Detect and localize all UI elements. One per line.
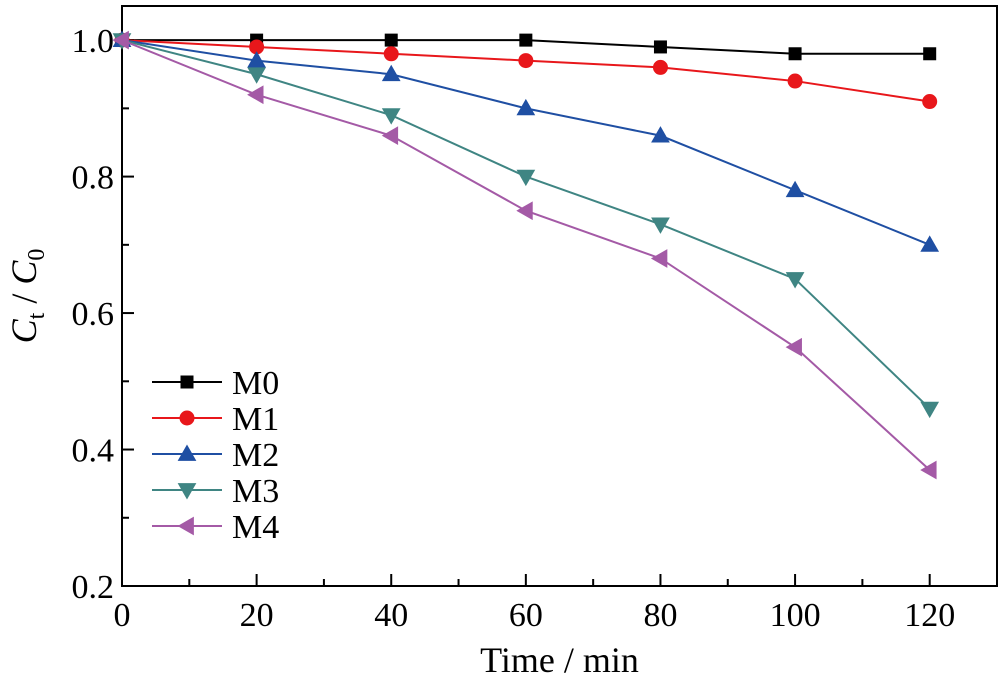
data-point-m2 bbox=[381, 64, 401, 82]
y-tick-label: 0.8 bbox=[72, 160, 115, 197]
x-tick-label: 40 bbox=[374, 597, 408, 634]
y-axis-title-sep: / bbox=[4, 285, 44, 313]
y-axis-title-c0: C bbox=[4, 260, 44, 285]
data-point-m0 bbox=[384, 33, 398, 47]
legend-label: M0 bbox=[232, 365, 279, 402]
x-tick-label: 20 bbox=[240, 597, 274, 634]
x-axis-title: Time / min bbox=[480, 640, 639, 676]
x-tick-label: 60 bbox=[509, 597, 543, 634]
data-point-m1 bbox=[383, 46, 399, 62]
data-point-m1 bbox=[922, 94, 938, 110]
legend-label: M1 bbox=[232, 401, 279, 438]
legend-label: M4 bbox=[232, 509, 279, 546]
y-axis-title-sub-0: 0 bbox=[24, 249, 50, 261]
x-tick-label: 0 bbox=[114, 597, 131, 634]
data-point-m4 bbox=[381, 126, 399, 146]
data-point-m3 bbox=[381, 108, 401, 125]
data-point-m4 bbox=[516, 201, 533, 221]
series-line-m3 bbox=[121, 39, 931, 410]
y-axis-title-c: C bbox=[4, 318, 44, 343]
legend-marker bbox=[180, 375, 194, 389]
data-point-m3 bbox=[516, 169, 536, 187]
x-tick-label: 100 bbox=[770, 597, 821, 634]
y-tick-label: 1.0 bbox=[72, 23, 115, 60]
data-point-m0 bbox=[519, 33, 533, 47]
legend-label: M2 bbox=[232, 437, 279, 474]
data-point-m0 bbox=[788, 47, 802, 61]
data-point-m4 bbox=[247, 85, 264, 105]
data-point-m1 bbox=[787, 73, 803, 89]
data-point-m2 bbox=[651, 126, 670, 143]
data-point-m4 bbox=[785, 337, 802, 357]
series-group bbox=[112, 30, 940, 480]
data-point-m3 bbox=[651, 217, 670, 234]
data-point-m0 bbox=[923, 47, 937, 61]
data-point-m4 bbox=[920, 460, 937, 480]
y-axis-title-sub-t: t bbox=[24, 312, 50, 319]
data-point-m4 bbox=[112, 30, 129, 50]
legend-marker bbox=[177, 483, 197, 500]
x-tick-label: 120 bbox=[904, 597, 955, 634]
axes: 0 20 40 60 80 100 120 0.2 0.4 0.6 0.8 1.0 bbox=[72, 5, 998, 634]
legend-item-m1: M1 bbox=[152, 401, 279, 438]
y-tick-label: 0.2 bbox=[72, 569, 115, 606]
legend-label: M3 bbox=[232, 473, 279, 510]
data-point-m0 bbox=[653, 40, 667, 54]
data-point-m3 bbox=[920, 401, 940, 419]
legend-marker bbox=[179, 410, 195, 426]
plot-frame bbox=[121, 5, 998, 587]
data-point-m4 bbox=[650, 249, 668, 268]
legend-item-m4: M4 bbox=[152, 509, 279, 546]
data-point-m2 bbox=[247, 51, 266, 68]
data-point-m3 bbox=[785, 272, 805, 289]
y-tick-label: 0.6 bbox=[72, 296, 115, 333]
data-point-m1 bbox=[518, 53, 534, 69]
data-point-m1 bbox=[652, 59, 668, 75]
legend-item-m0: M0 bbox=[152, 365, 279, 402]
data-point-m3 bbox=[247, 67, 266, 84]
legend-marker bbox=[177, 516, 194, 536]
y-tick-label: 0.4 bbox=[72, 433, 115, 470]
legend-item-m2: M2 bbox=[152, 437, 279, 474]
legend-item-m3: M3 bbox=[152, 473, 279, 510]
legend-marker bbox=[177, 444, 197, 461]
data-point-m2 bbox=[785, 180, 805, 198]
series-m4 bbox=[112, 30, 937, 480]
x-tick-label: 80 bbox=[643, 597, 677, 634]
data-point-m2 bbox=[920, 235, 940, 252]
series-m3 bbox=[112, 33, 940, 419]
y-axis-title: Ct / C0 bbox=[4, 249, 50, 344]
data-point-m2 bbox=[516, 98, 536, 116]
